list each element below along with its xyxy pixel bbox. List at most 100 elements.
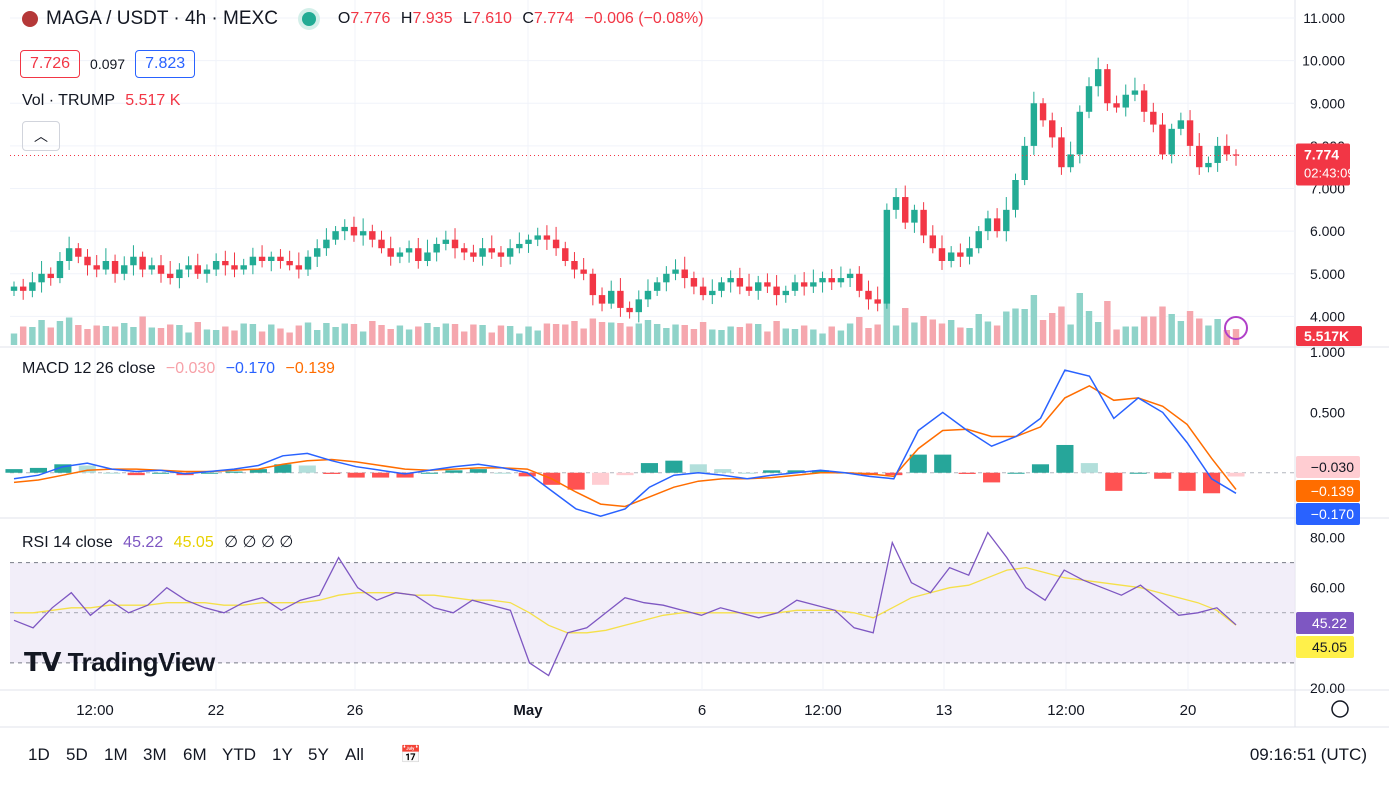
- macd-histogram-bar: [787, 470, 805, 473]
- candle-body: [837, 278, 845, 283]
- macd-badge-text: −0.139: [1311, 483, 1354, 499]
- volume-bar: [451, 324, 459, 345]
- candle-body: [975, 231, 982, 249]
- candle-body: [1113, 103, 1120, 108]
- volume-bar: [111, 326, 119, 345]
- symbol-title[interactable]: MAGA / USDT · 4h · MEXC: [46, 8, 278, 29]
- volume-bar: [424, 323, 431, 345]
- tv-logo-icon: 𝗧𝗩: [24, 647, 68, 677]
- volume-bar: [709, 329, 716, 345]
- volume-bar: [139, 316, 146, 345]
- utc-clock[interactable]: 09:16:51 (UTC): [1249, 745, 1367, 764]
- time-tick-label: 12:00: [804, 702, 842, 719]
- volume-bar: [1012, 308, 1019, 345]
- candle-body: [562, 248, 569, 261]
- macd-histogram-bar: [469, 469, 487, 473]
- price-tick-label: 11.000: [1303, 10, 1345, 26]
- sell-button[interactable]: 7.726: [20, 50, 81, 78]
- candle-body: [295, 265, 303, 270]
- volume-bar: [93, 325, 100, 345]
- macd-histogram-bar: [1031, 464, 1050, 473]
- macd-histogram-bar: [763, 470, 781, 473]
- price-tick-label: 5.000: [1310, 266, 1345, 282]
- candle-body: [1223, 145, 1231, 155]
- candle-body: [258, 256, 266, 261]
- candle-body: [332, 231, 339, 240]
- candle-body: [791, 282, 799, 291]
- volume-bar: [1196, 318, 1203, 345]
- candle-body: [166, 273, 174, 279]
- candle-body: [929, 235, 937, 249]
- volume-bar: [966, 328, 973, 345]
- volume-bar: [883, 277, 891, 345]
- candle-body: [121, 265, 128, 274]
- candle-body: [516, 243, 523, 249]
- volume-bar: [378, 325, 385, 345]
- volume-bar: [75, 325, 82, 345]
- volume-bar: [644, 320, 652, 345]
- change-value: −0.006 (−0.08%): [584, 10, 704, 27]
- candle-body: [231, 265, 238, 270]
- macd-histogram-bar: [616, 472, 634, 476]
- volume-bar: [736, 327, 744, 345]
- macd-histogram-bar: [225, 471, 243, 473]
- macd-histogram-bar: [738, 472, 756, 474]
- range-button-1d[interactable]: 1D: [28, 745, 50, 764]
- candle-body: [819, 278, 826, 283]
- candle-body: [378, 239, 385, 249]
- volume-bar: [286, 332, 293, 345]
- market-status-icon[interactable]: [301, 12, 316, 26]
- volume-bar: [19, 326, 27, 345]
- range-button-1y[interactable]: 1Y: [272, 745, 293, 764]
- range-button-5y[interactable]: 5Y: [308, 745, 329, 764]
- range-button-6m[interactable]: 6M: [183, 745, 207, 764]
- countdown-badge-text: 02:43:09: [1304, 166, 1355, 181]
- range-button-all[interactable]: All: [345, 745, 364, 764]
- volume-bar: [755, 324, 762, 345]
- rsi-legend[interactable]: RSI 14 close 45.22 45.05 ∅ ∅ ∅ ∅: [22, 534, 294, 551]
- macd-badge: [1296, 480, 1360, 502]
- candle-body: [709, 290, 716, 296]
- macd-histogram-bar: [518, 472, 536, 477]
- candle-body: [433, 243, 440, 253]
- collapse-button[interactable]: ︿: [22, 121, 60, 151]
- buy-button[interactable]: 7.823: [135, 50, 196, 78]
- candle-body: [212, 261, 220, 270]
- volume-bar: [203, 329, 211, 345]
- date-range-icon[interactable]: 📅: [400, 745, 422, 764]
- volume-bar: [460, 331, 468, 345]
- macd-tick-label: 1.000: [1310, 344, 1345, 360]
- rsi-badge: [1296, 612, 1354, 634]
- candle-body: [75, 248, 82, 257]
- volume-bar: [1076, 293, 1084, 345]
- candle-body: [369, 231, 376, 240]
- candle-body: [755, 282, 762, 291]
- candle-body: [892, 197, 900, 210]
- candle-body: [727, 278, 734, 283]
- volume-bar: [1131, 326, 1139, 345]
- macd-histogram-bar: [200, 472, 219, 474]
- macd-histogram-bar: [1227, 472, 1245, 477]
- macd-histogram-bar: [1105, 472, 1123, 491]
- volume-bar: [1085, 311, 1093, 345]
- macd-histogram-bar: [249, 469, 267, 473]
- macd-histogram-bar: [1154, 472, 1172, 479]
- macd-histogram-bar: [567, 472, 585, 490]
- candle-body: [534, 235, 541, 240]
- range-button-3m[interactable]: 3M: [143, 745, 167, 764]
- volume-bar: [497, 325, 505, 345]
- volume-bar: [837, 330, 845, 345]
- volume-bar: [635, 323, 642, 345]
- macd-legend[interactable]: MACD 12 26 close −0.030 −0.170 −0.139: [22, 360, 335, 377]
- candle-body: [470, 252, 477, 257]
- range-button-5d[interactable]: 5D: [66, 745, 88, 764]
- volume-bar: [617, 323, 624, 345]
- volume-legend[interactable]: Vol · TRUMP 5.517 K: [22, 92, 181, 109]
- candle-body: [525, 239, 532, 244]
- range-button-ytd[interactable]: YTD: [222, 745, 256, 764]
- axis-labels: 4.0005.0006.0007.0008.0009.00010.00011.0…: [76, 10, 1362, 719]
- candle-body: [745, 286, 753, 291]
- candle-body: [580, 269, 587, 274]
- range-button-1m[interactable]: 1M: [104, 745, 128, 764]
